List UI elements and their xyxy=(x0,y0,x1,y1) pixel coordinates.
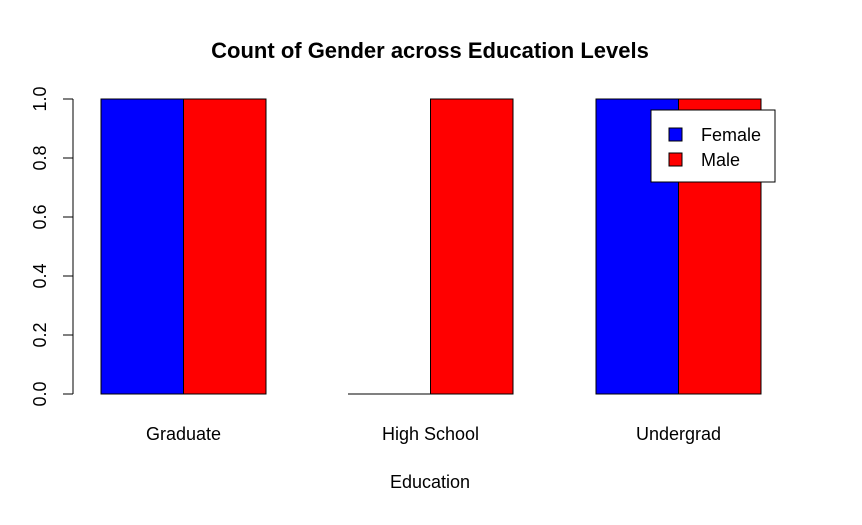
x-tick-label: Undergrad xyxy=(636,424,721,444)
x-axis-title: Education xyxy=(390,472,470,492)
legend-swatch xyxy=(668,127,683,142)
y-tick-label: 0.0 xyxy=(30,381,50,406)
bar xyxy=(100,98,184,395)
legend-box xyxy=(650,109,776,183)
bar xyxy=(430,98,514,395)
x-tick-label: Graduate xyxy=(146,424,221,444)
y-tick-label: 0.8 xyxy=(30,145,50,170)
x-tick-label: High School xyxy=(382,424,479,444)
y-tick-label: 0.4 xyxy=(30,263,50,288)
chart-title: Count of Gender across Education Levels xyxy=(211,38,649,63)
y-tick-label: 0.2 xyxy=(30,322,50,347)
y-tick-label: 1.0 xyxy=(30,86,50,111)
legend-label: Female xyxy=(701,125,761,145)
legend-label: Male xyxy=(701,150,740,170)
y-tick-label: 0.6 xyxy=(30,204,50,229)
legend: Female Male xyxy=(650,109,776,183)
bars-group xyxy=(100,98,762,395)
y-axis: 0.0 0.2 0.4 0.6 0.8 1.0 xyxy=(30,86,74,407)
bar xyxy=(183,98,267,395)
x-axis-labels: Graduate High School Undergrad xyxy=(146,424,721,444)
legend-swatch xyxy=(668,152,683,167)
